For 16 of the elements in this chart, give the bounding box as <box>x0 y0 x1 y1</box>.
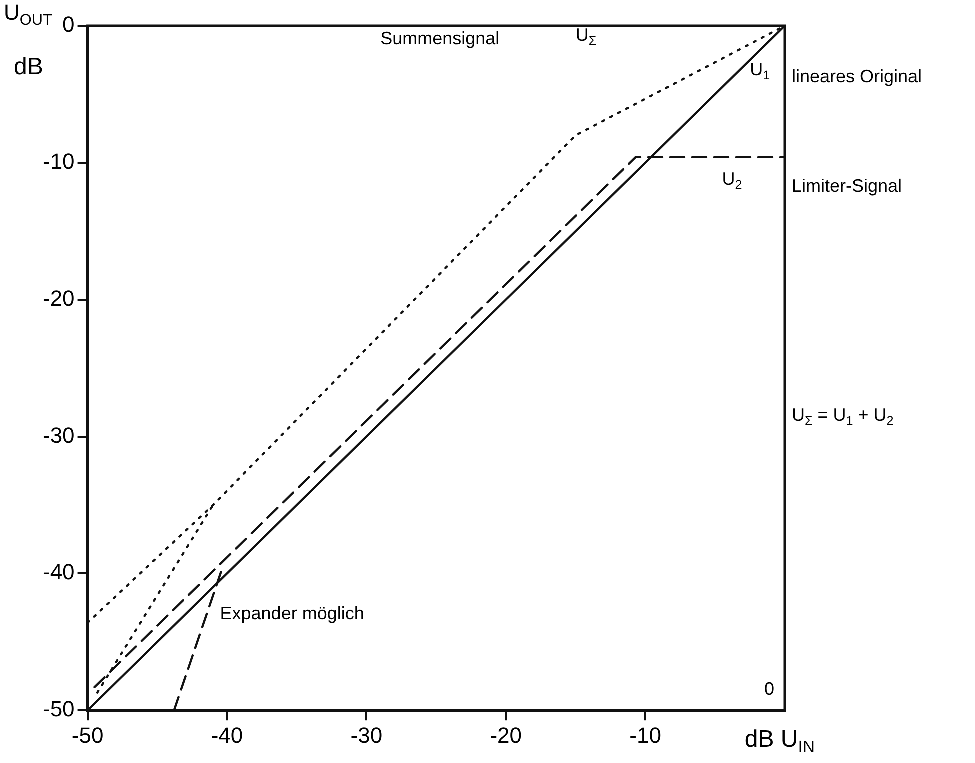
y-tick-label: 0 <box>62 12 75 38</box>
x-tick-label: -20 <box>490 722 522 748</box>
text: Limiter-Signal <box>792 176 902 196</box>
annotation: 0 <box>764 679 775 700</box>
annotation: Expander möglich <box>220 604 364 624</box>
y-tick-label: -10 <box>43 148 75 174</box>
text: lineares Original <box>792 66 922 86</box>
annotation: Summensignal <box>380 28 500 49</box>
x-tick-label: -30 <box>350 722 383 748</box>
x-tick-label: -50 <box>72 722 104 748</box>
x-tick-label: -10 <box>630 722 662 748</box>
x-tick-label: -40 <box>211 722 244 748</box>
y-tick-label: -40 <box>43 560 75 585</box>
y-tick-label: -30 <box>43 422 75 448</box>
y-tick-label: -20 <box>43 286 75 311</box>
y-tick-label: -50 <box>43 696 75 722</box>
